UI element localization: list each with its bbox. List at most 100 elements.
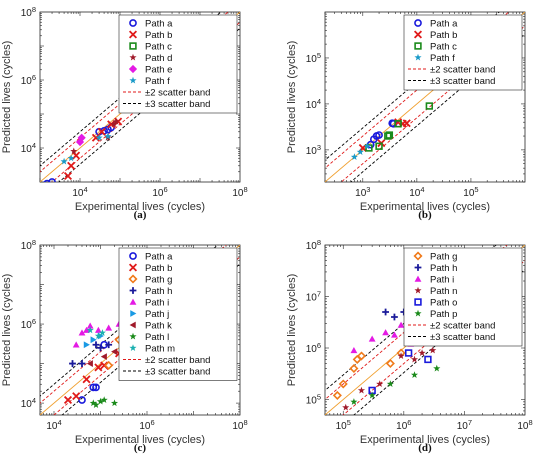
x-tick-label: 108 — [232, 185, 247, 199]
marker-diamond — [77, 133, 86, 142]
legend-entry: Path m — [129, 344, 175, 355]
marker-plus — [105, 341, 113, 349]
marker-triangle-up — [397, 321, 405, 328]
legend-entry: ±2 scatter band — [408, 321, 495, 332]
legend-box — [118, 14, 238, 114]
legend-entry: Path a — [129, 19, 173, 30]
y-axis-label: Predicted lives (cycles) — [1, 41, 13, 153]
marker-plus — [69, 360, 76, 367]
chart-panel-d: 105 106 107 108 105 106 107 108 Experimental liv… — [286, 238, 533, 454]
legend-label: Path f — [145, 76, 170, 87]
legend-entry: Path a — [129, 252, 173, 263]
data-points — [350, 102, 434, 161]
legend-label: ±3 scatter band — [145, 367, 210, 378]
series-path-p — [350, 364, 441, 405]
marker-square — [414, 42, 422, 50]
legend-entry: Path b — [128, 30, 172, 41]
y-axis-label: Predicted lives (cycles) — [1, 274, 13, 386]
marker-star — [86, 326, 94, 334]
marker-star — [418, 349, 426, 357]
marker-diamond — [128, 64, 138, 74]
marker-triangle-up — [414, 275, 422, 282]
marker-x — [72, 392, 81, 401]
legend-label: Path h — [145, 286, 172, 297]
marker-circle — [48, 178, 56, 182]
legend-entry: Path c — [129, 42, 172, 53]
marker-plus — [92, 341, 100, 349]
legend-entry: Path a — [414, 19, 458, 30]
marker-plus — [391, 313, 398, 321]
legend-label: Path c — [145, 42, 172, 53]
marker-star — [350, 153, 358, 161]
legend-entry: Path f — [414, 53, 455, 64]
marker-star — [104, 132, 112, 140]
legend-entry: Path h — [129, 286, 172, 297]
legend-entry: ±3 scatter band — [123, 367, 210, 378]
marker-star — [110, 120, 118, 128]
legend-label: Path f — [430, 53, 455, 64]
marker-star — [357, 386, 366, 394]
marker-star — [129, 53, 137, 61]
legend-label: Path b — [145, 30, 172, 41]
legend-label: ±2 scatter band — [145, 355, 210, 366]
legend-entry: Path n — [414, 286, 457, 297]
marker-plus — [97, 344, 104, 352]
legend-entry: Path g — [413, 251, 457, 263]
marker-plus — [414, 264, 422, 271]
marker-x — [82, 375, 91, 384]
marker-star — [60, 157, 68, 165]
series-path-f — [350, 142, 371, 161]
marker-star — [433, 364, 441, 372]
x-tick-label: 106 — [152, 185, 167, 199]
marker-triangle-up — [72, 341, 80, 348]
marker-triangle-up — [391, 331, 398, 338]
marker-triangle-right — [130, 310, 137, 317]
series-path-f — [60, 132, 112, 165]
legend-entry: Path p — [414, 309, 457, 320]
legend-entry: ±3 scatter band — [123, 99, 210, 110]
marker-star — [98, 329, 106, 336]
marker-square — [385, 131, 394, 139]
legend-box — [118, 247, 238, 381]
series-path-c — [365, 102, 434, 152]
legend-entry: Path b — [128, 263, 172, 274]
marker-star — [92, 401, 100, 408]
legend-entry: Path h — [414, 263, 457, 274]
panel-label: (d) — [418, 442, 432, 454]
marker-star — [414, 309, 422, 317]
line-scatter-band-3 — [325, 12, 500, 161]
marker-star — [70, 147, 78, 155]
marker-plus — [382, 308, 389, 316]
y-axis-label: Predicted lives (cycles) — [286, 274, 298, 386]
marker-star — [67, 154, 75, 162]
legend-label: Path k — [145, 321, 172, 332]
marker-x — [97, 127, 106, 136]
marker-star — [95, 134, 103, 141]
legend-entry: Path l — [129, 332, 169, 343]
marker-star — [414, 53, 422, 61]
legend-label: Path o — [430, 298, 457, 309]
marker-diamond — [128, 274, 138, 284]
legend-label: Path i — [145, 298, 169, 309]
legend-label: Path n — [430, 286, 457, 297]
marker-x — [128, 263, 138, 272]
marker-triangle-left — [100, 353, 107, 361]
marker-star — [89, 399, 97, 407]
legend-entry: ±3 scatter band — [408, 76, 495, 87]
marker-circle — [43, 179, 51, 182]
legend-entry: Path d — [129, 53, 172, 64]
legend-label: Path a — [145, 252, 173, 263]
chart-panel-b: 103 104 105 103 104 105 Experimental lives (cy… — [286, 11, 526, 221]
marker-x — [128, 30, 138, 39]
marker-triangle-up — [94, 326, 102, 333]
x-tick-label: 106 — [139, 418, 154, 432]
series-path-l — [89, 396, 119, 408]
marker-square — [425, 102, 434, 110]
marker-square — [375, 142, 383, 150]
marker-star — [129, 332, 137, 340]
marker-diamond — [332, 390, 342, 400]
x-tick-label: 105 — [463, 185, 478, 199]
marker-triangle-right — [83, 341, 90, 349]
x-axis-label: Experimental lives (cycles) — [360, 434, 490, 446]
